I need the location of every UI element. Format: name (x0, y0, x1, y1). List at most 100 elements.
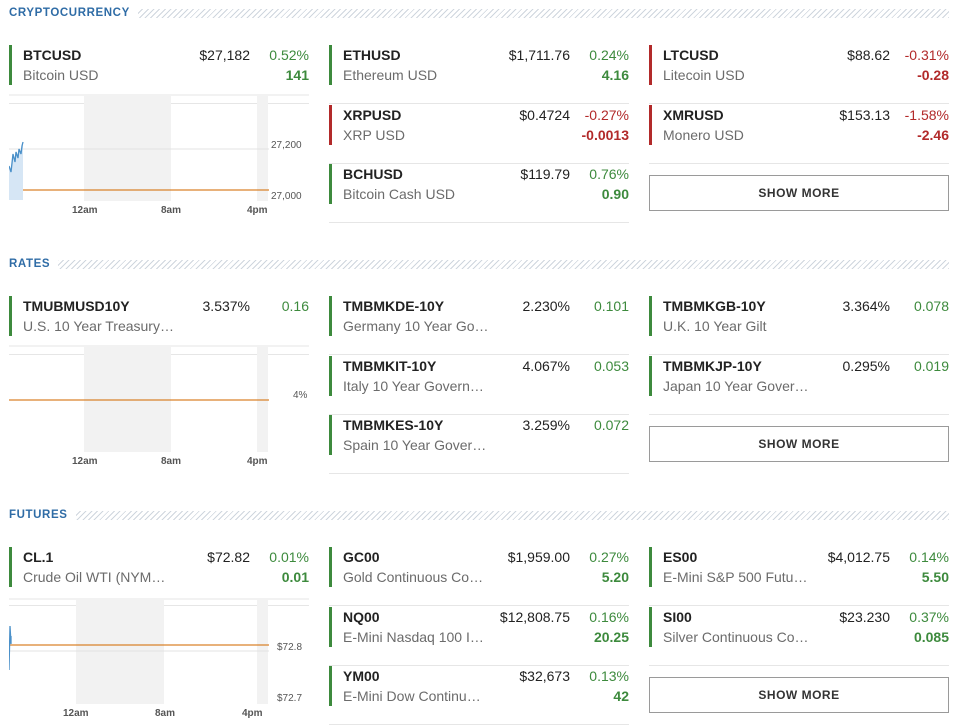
quote-card-es00[interactable]: ES00 E-Mini S&P 500 Futu… $4,012.75 0.14… (649, 547, 949, 606)
quote-symbol[interactable]: YM00 (343, 668, 380, 684)
quote-card-tmbmkjp-10y[interactable]: TMBMKJP-10Y Japan 10 Year Gover… 0.295% … (649, 356, 949, 415)
quote-card-tmbmkes-10y[interactable]: TMBMKES-10Y Spain 10 Year Gover… 3.259% … (329, 415, 629, 474)
quote-change: 141 (285, 67, 309, 83)
quote-symbol[interactable]: CL.1 (23, 549, 54, 565)
chart-svg: 4% 12am 8am 4pm (9, 345, 309, 467)
quote-card-xmrusd[interactable]: XMRUSD Monero USD $153.13 -1.58% -2.46 (649, 105, 949, 164)
quote-price: $27,182 (199, 47, 250, 63)
quote-card-tmbmkde-10y[interactable]: TMBMKDE-10Y Germany 10 Year Go… 2.230% 0… (329, 296, 629, 355)
y-tick-label: 4% (293, 390, 308, 401)
quote-symbol[interactable]: XMRUSD (663, 107, 724, 123)
quote-symbol[interactable]: XRPUSD (343, 107, 402, 123)
show-more-button[interactable]: SHOW MORE (649, 677, 949, 713)
quote-card-si00[interactable]: SI00 Silver Continuous Co… $23.230 0.37%… (649, 607, 949, 666)
quote-symbol[interactable]: BCHUSD (343, 166, 403, 182)
quote-card-ltcusd[interactable]: LTCUSD Litecoin USD $88.62 -0.31% -0.28 (649, 45, 949, 104)
quote-change: 0.085 (913, 629, 949, 645)
quote-price: $88.62 (847, 47, 890, 63)
trend-bar (329, 105, 332, 145)
quote-change: 0.019 (913, 358, 949, 374)
btc-sparkline-chart[interactable]: 27,200 27,000 12am 8am 4pm (9, 94, 309, 216)
chart-svg: $72.8 $72.7 12am 8am 4pm (9, 598, 309, 719)
quote-name: XRP USD (343, 127, 405, 143)
quote-percent: -0.31% (904, 47, 949, 63)
quote-price: $4,012.75 (827, 549, 890, 565)
quote-percent: 0.13% (589, 668, 629, 684)
quote-card-xrpusd[interactable]: XRPUSD XRP USD $0.4724 -0.27% -0.0013 (329, 105, 629, 164)
trend-bar (329, 607, 332, 647)
quote-symbol[interactable]: BTCUSD (23, 47, 82, 63)
quote-percent: 0.16% (589, 609, 629, 625)
quote-price: $0.4724 (519, 107, 570, 123)
quote-card-gc00[interactable]: GC00 Gold Continuous Co… $1,959.00 0.27%… (329, 547, 629, 606)
quote-yield: 3.537% (202, 298, 250, 314)
quote-symbol[interactable]: TMBMKES-10Y (343, 417, 444, 433)
trend-bar (329, 164, 332, 204)
quote-symbol[interactable]: ETHUSD (343, 47, 401, 63)
quote-symbol[interactable]: GC00 (343, 549, 380, 565)
quote-symbol[interactable]: TMUBMUSD10Y (23, 298, 130, 314)
trend-bar (649, 105, 652, 145)
trend-bar (649, 296, 652, 336)
quote-change: 20.25 (593, 629, 629, 645)
quote-percent: -1.58% (904, 107, 949, 123)
quote-yield: 2.230% (522, 298, 570, 314)
quote-symbol[interactable]: TMBMKIT-10Y (343, 358, 437, 374)
price-area (9, 142, 23, 200)
quote-card-bchusd[interactable]: BCHUSD Bitcoin Cash USD $119.79 0.76% 0.… (329, 164, 629, 223)
quote-symbol[interactable]: NQ00 (343, 609, 380, 625)
price-line (9, 625, 12, 671)
quote-name: Ethereum USD (343, 67, 438, 83)
quote-change: -0.0013 (581, 127, 629, 143)
quote-name: Gold Continuous Co… (343, 569, 484, 585)
trend-bar (329, 666, 332, 706)
quote-name: Bitcoin USD (23, 67, 99, 83)
quote-percent: 0.01% (269, 549, 309, 565)
quote-card-tmbmkgb-10y[interactable]: TMBMKGB-10Y U.K. 10 Year Gilt 3.364% 0.0… (649, 296, 949, 355)
quote-change: 0.101 (593, 298, 629, 314)
section-title[interactable]: FUTURES (9, 509, 68, 521)
trend-bar (649, 356, 652, 396)
quote-name: Spain 10 Year Gover… (343, 437, 487, 453)
quote-change: 5.50 (921, 569, 949, 585)
quote-percent: 0.27% (589, 549, 629, 565)
treasury-sparkline-chart[interactable]: 4% 12am 8am 4pm (9, 345, 309, 467)
x-tick-label: 8am (161, 205, 181, 216)
quote-change: 4.16 (601, 67, 629, 83)
quote-yield: 0.295% (842, 358, 890, 374)
quote-symbol[interactable]: SI00 (663, 609, 692, 625)
quote-card-nq00[interactable]: NQ00 E-Mini Nasdaq 100 I… $12,808.75 0.1… (329, 607, 629, 666)
quote-change: 0.078 (913, 298, 949, 314)
quote-change: 0.053 (593, 358, 629, 374)
quote-name: Italy 10 Year Govern… (343, 378, 484, 394)
show-more-button[interactable]: SHOW MORE (649, 426, 949, 462)
quote-percent: 0.24% (589, 47, 629, 63)
trend-bar (649, 45, 652, 85)
quote-price: $12,808.75 (499, 609, 570, 625)
quote-card-ym00[interactable]: YM00 E-Mini Dow Continu… $32,673 0.13% 4… (329, 666, 629, 725)
trend-bar (329, 547, 332, 587)
quote-yield: 3.364% (842, 298, 890, 314)
quote-card-tmbmkit-10y[interactable]: TMBMKIT-10Y Italy 10 Year Govern… 4.067%… (329, 356, 629, 415)
crude-oil-sparkline-chart[interactable]: $72.8 $72.7 12am 8am 4pm (9, 596, 309, 722)
crypto-header: CRYPTOCURRENCY (9, 6, 949, 20)
quote-percent: 0.37% (909, 609, 949, 625)
quote-change: 5.20 (601, 569, 629, 585)
quote-percent: 0.52% (269, 47, 309, 63)
quote-name: Japan 10 Year Gover… (663, 378, 809, 394)
section-title[interactable]: RATES (9, 258, 51, 270)
trend-bar (329, 356, 332, 396)
trend-bar (329, 415, 332, 455)
quote-card-ethusd[interactable]: ETHUSD Ethereum USD $1,711.76 0.24% 4.16 (329, 45, 629, 104)
quote-symbol[interactable]: LTCUSD (663, 47, 719, 63)
section-title[interactable]: CRYPTOCURRENCY (9, 7, 130, 19)
quote-name: Silver Continuous Co… (663, 629, 809, 645)
y-tick-label: 27,200 (271, 140, 302, 151)
trend-bar (329, 45, 332, 85)
quote-symbol[interactable]: TMBMKGB-10Y (663, 298, 766, 314)
quote-symbol[interactable]: TMBMKDE-10Y (343, 298, 445, 314)
quote-symbol[interactable]: ES00 (663, 549, 698, 565)
quote-symbol[interactable]: TMBMKJP-10Y (663, 358, 762, 374)
show-more-button[interactable]: SHOW MORE (649, 175, 949, 211)
y-tick-label: $72.7 (277, 693, 302, 704)
